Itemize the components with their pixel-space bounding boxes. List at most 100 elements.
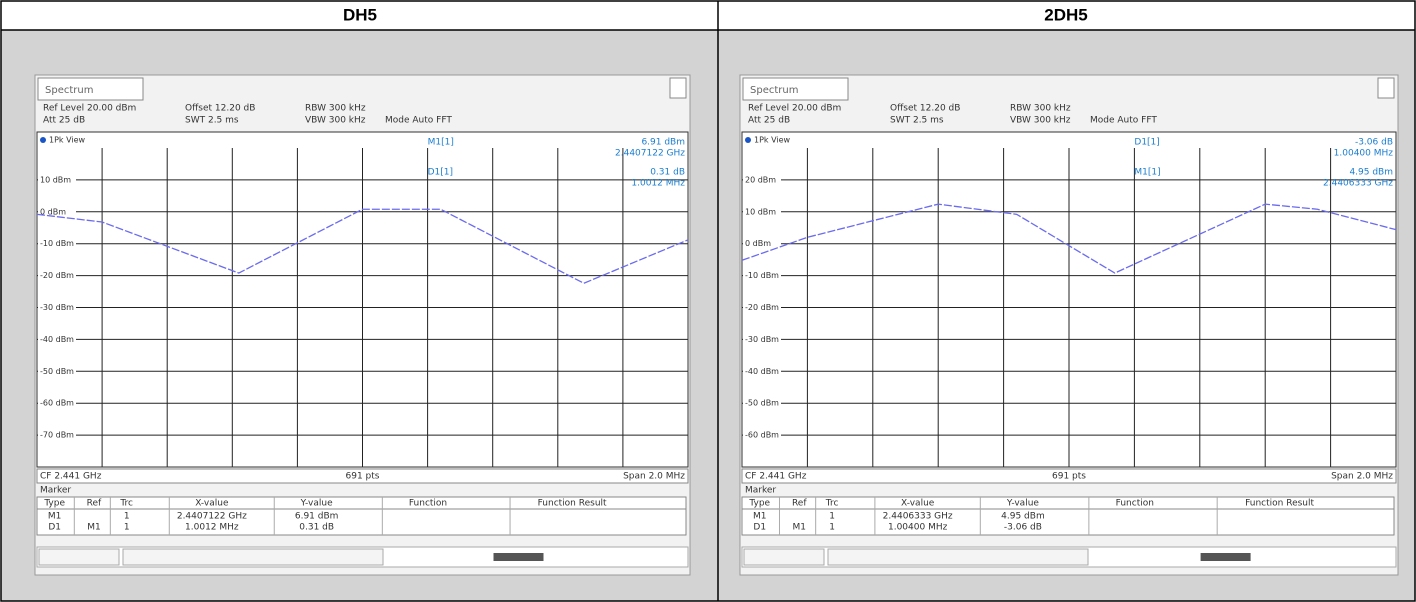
marker-table-header: Trc: [119, 499, 133, 509]
marker-table-header: Ref: [87, 499, 102, 509]
marker-table-cell: 2.4406333 GHz: [883, 512, 953, 522]
marker-table-cell: 1.00400 MHz: [888, 523, 948, 533]
y-label: -30 dBm: [745, 335, 779, 344]
progress-bar: [494, 553, 544, 561]
marker-table-header: Type: [748, 499, 770, 509]
marker-table-header: X-value: [195, 499, 229, 509]
marker-table-cell: 4.95 dBm: [1001, 512, 1045, 522]
header-cell: DH5: [343, 5, 377, 24]
marker-table-header: Trc: [825, 499, 839, 509]
marker-table-header: X-value: [901, 499, 935, 509]
status-field: [744, 549, 824, 565]
view-label: 1Pk View: [49, 136, 86, 145]
status-field: [123, 549, 383, 565]
tab-label: Spectrum: [750, 85, 798, 96]
setting: Offset 12.20 dB: [185, 104, 255, 114]
marker-table-cell: M1: [753, 512, 767, 522]
footer-right: Span 2.0 MHz: [1331, 472, 1393, 482]
marker-label: M1[1]: [428, 138, 454, 148]
marker-title: Marker: [40, 486, 71, 496]
marker-value: -3.06 dB: [1355, 138, 1393, 148]
footer-right: Span 2.0 MHz: [623, 472, 685, 482]
y-label: 10 dBm: [40, 175, 71, 184]
marker-table-cell: 6.91 dBm: [295, 512, 339, 522]
header-cell: 2DH5: [1044, 5, 1087, 24]
tab-label: Spectrum: [45, 85, 93, 96]
icon: [670, 78, 686, 98]
y-label: -30 dBm: [40, 303, 74, 312]
marker-value: 1.00400 MHz: [1334, 149, 1394, 159]
marker-table-cell: 1: [124, 523, 130, 533]
marker-table-header: Function Result: [1245, 499, 1314, 509]
marker-value: 2.4407122 GHz: [615, 149, 685, 159]
marker-value: 2.4406333 GHz: [1323, 179, 1393, 189]
marker-table-cell: 1.0012 MHz: [185, 523, 239, 533]
marker-label: D1[1]: [428, 168, 453, 178]
icon: [1378, 78, 1394, 98]
y-label: 20 dBm: [745, 175, 776, 184]
spectrum-screenshot: Spectrum Ref Level 20.00 dBm Offset 12.20 …: [740, 75, 1398, 575]
y-label: -10 dBm: [745, 271, 779, 280]
y-label: -50 dBm: [745, 399, 779, 408]
y-label: -20 dBm: [745, 303, 779, 312]
progress-bar: [1201, 553, 1251, 561]
footer-center: 691 pts: [1052, 472, 1086, 482]
marker-table-cell: D1: [48, 523, 61, 533]
view-dot: [745, 137, 751, 143]
marker-table-header: Ref: [792, 499, 807, 509]
marker-table-header: Type: [43, 499, 65, 509]
setting: SWT 2.5 ms: [185, 116, 239, 126]
marker-table-cell: D1: [753, 523, 766, 533]
marker-table-header: Y-value: [300, 499, 333, 509]
status-field: [828, 549, 1088, 565]
marker-label: D1[1]: [1134, 138, 1159, 148]
marker-table-cell: M1: [87, 523, 101, 533]
setting: Mode Auto FFT: [385, 116, 452, 126]
view-label: 1Pk View: [754, 136, 791, 145]
y-label: -50 dBm: [40, 367, 74, 376]
marker-value: 6.91 dBm: [641, 138, 685, 148]
setting: Ref Level 20.00 dBm: [748, 104, 841, 114]
footer-left: CF 2.441 GHz: [40, 472, 102, 482]
marker-value: 1.0012 MHz: [631, 179, 685, 189]
status-field: [39, 549, 119, 565]
marker-table-cell: -3.06 dB: [1004, 523, 1042, 533]
marker-table-cell: M1: [792, 523, 806, 533]
marker-table-cell: 1: [124, 512, 130, 522]
marker-table-header: Function Result: [538, 499, 607, 509]
y-label: -70 dBm: [40, 431, 74, 440]
setting: RBW 300 kHz: [1010, 104, 1071, 114]
marker-table-header: Function: [1116, 499, 1154, 509]
view-dot: [40, 137, 46, 143]
y-label: -10 dBm: [40, 239, 74, 248]
marker-table-header: Function: [409, 499, 447, 509]
y-label: -40 dBm: [745, 367, 779, 376]
setting: RBW 300 kHz: [305, 104, 366, 114]
y-label: -40 dBm: [40, 335, 74, 344]
marker-label: M1[1]: [1134, 168, 1160, 178]
footer-left: CF 2.441 GHz: [745, 472, 807, 482]
footer-center: 691 pts: [346, 472, 380, 482]
y-label: -60 dBm: [745, 431, 779, 440]
page: DH5 2DH5 Spectrum Ref Level 20.00 dBm Offs…: [0, 0, 1416, 602]
setting: Offset 12.20 dB: [890, 104, 960, 114]
setting: VBW 300 kHz: [1010, 116, 1071, 126]
marker-title: Marker: [745, 486, 776, 496]
setting: Att 25 dB: [43, 116, 85, 126]
y-label: 10 dBm: [745, 207, 776, 216]
marker-value: 0.31 dB: [650, 168, 685, 178]
marker-table-cell: M1: [48, 512, 62, 522]
marker-table-cell: 0.31 dB: [299, 523, 334, 533]
setting: Ref Level 20.00 dBm: [43, 104, 136, 114]
marker-value: 4.95 dBm: [1349, 168, 1393, 178]
setting: SWT 2.5 ms: [890, 116, 944, 126]
setting: Att 25 dB: [748, 116, 790, 126]
marker-table-cell: 2.4407122 GHz: [177, 512, 247, 522]
setting: VBW 300 kHz: [305, 116, 366, 126]
marker-table-cell: 1: [829, 523, 835, 533]
marker-table-cell: 1: [829, 512, 835, 522]
y-label: -20 dBm: [40, 271, 74, 280]
y-label: -60 dBm: [40, 399, 74, 408]
setting: Mode Auto FFT: [1090, 116, 1157, 126]
y-label: 0 dBm: [745, 239, 771, 248]
